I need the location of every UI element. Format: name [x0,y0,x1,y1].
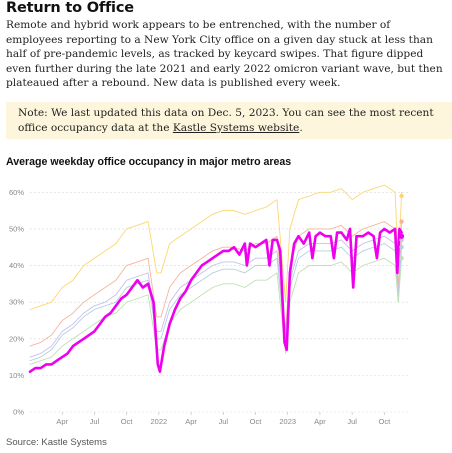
series-end-dot-1 [399,193,404,199]
grid [30,192,408,413]
series-end-dot-4 [399,245,404,250]
x-tick-label: Oct [379,417,392,426]
note-end: . [299,121,303,134]
y-tick-label: 0% [13,408,24,417]
series-end-markers [398,193,405,261]
y-tick-label: 20% [9,334,24,343]
x-axis: Apr Jul Oct 2022 Apr Jul Oct 2023 Apr Jul Oct [56,412,391,426]
x-tick-label: Oct [121,417,134,426]
y-tick-label: 50% [9,224,24,233]
series-end-dot-6 [398,233,405,239]
series-line-3 [29,235,403,358]
occupancy-line-chart: 0% 10% 20% 30% 40% 50% 60% Apr Jul Oct 2022 Apr Jul… [9,184,408,426]
series-end-dot-2 [399,219,404,224]
series-line-4 [29,243,403,362]
x-tick-label: 2022 [151,417,168,426]
update-note: Note: We last updated this data on Dec. … [6,102,452,139]
x-tick-label: 2023 [279,417,296,426]
x-tick-label: Jul [90,417,100,426]
x-tick-label: Apr [314,417,326,426]
y-axis: 0% 10% 20% 30% 40% 50% 60% [9,188,24,417]
series-end-dot-3 [399,237,404,243]
x-tick-label: Jul [218,417,228,426]
x-tick-label: Apr [56,417,68,426]
chart-title: Average weekday office occupancy in majo… [6,156,292,168]
y-tick-label: 30% [9,298,24,307]
y-tick-label: 10% [9,371,24,380]
y-tick-label: 40% [9,261,24,270]
series-lines [28,184,403,373]
note-text: Note: We last updated this data on Dec. … [18,107,434,134]
x-tick-label: Oct [250,417,263,426]
highlight-series-line [28,227,403,373]
series-end-dot-5 [399,256,404,261]
series-line-1 [29,184,403,310]
series-line-5 [29,257,403,365]
x-tick-label: Jul [347,417,357,426]
article-intro: Remote and hybrid work appears to be ent… [6,19,443,90]
article-headline: Return to Office [6,0,134,16]
kastle-link[interactable]: Kastle Systems website [172,121,300,134]
y-tick-label: 60% [9,188,24,197]
source-note: Source: Kastle Systems [6,437,107,448]
x-tick-label: Apr [185,417,197,426]
